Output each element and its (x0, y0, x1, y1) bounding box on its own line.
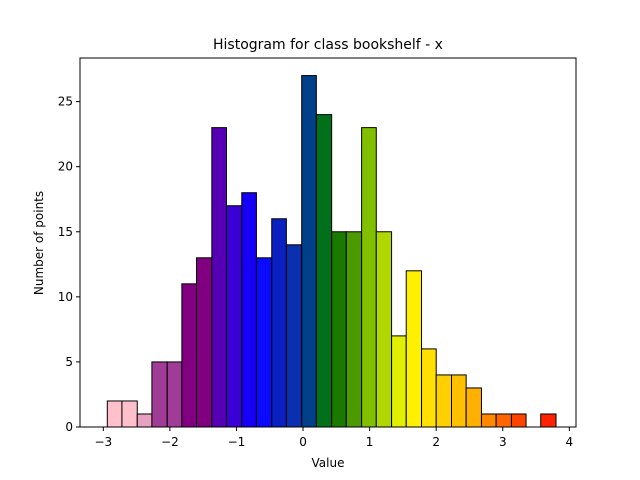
x-tick-label: −2 (161, 435, 179, 449)
histogram-bar-28 (540, 413, 557, 428)
histogram-bar-11 (271, 218, 287, 428)
histogram-bar-20 (405, 270, 423, 428)
histogram-bar-2 (136, 413, 153, 428)
x-tick-label: 2 (432, 435, 440, 449)
y-tick-label: 25 (58, 95, 73, 109)
histogram-bar-14 (315, 114, 333, 428)
histogram-bar-22 (435, 374, 453, 428)
y-axis-label: Number of points (32, 191, 46, 295)
histogram-bar-27 (510, 413, 527, 428)
histogram-bar-1 (121, 400, 138, 428)
histogram-bar-21 (421, 348, 437, 428)
y-tick-label: 15 (58, 225, 73, 239)
histogram-bar-5 (181, 283, 198, 428)
bars-group (106, 75, 557, 428)
histogram-bar-7 (211, 127, 227, 428)
histogram-bar-10 (255, 257, 273, 428)
y-tick-label: 10 (58, 290, 73, 304)
y-ticks-group: 0 5 10 15 20 25 (58, 95, 80, 434)
histogram-bar-18 (375, 231, 393, 428)
histogram-bar-8 (225, 205, 243, 428)
y-tick-label: 5 (65, 355, 73, 369)
x-tick-label: −3 (94, 435, 112, 449)
histogram-bar-9 (241, 192, 257, 428)
histogram-bar-4 (166, 361, 183, 428)
histogram-bar-0 (106, 400, 123, 428)
x-axis-label: Value (312, 456, 345, 470)
x-tick-label: 0 (299, 435, 307, 449)
histogram-bar-6 (196, 257, 213, 428)
histogram-bar-15 (331, 231, 347, 428)
x-tick-label: −1 (228, 435, 246, 449)
histogram-bar-19 (391, 335, 407, 428)
histogram-bar-24 (465, 387, 482, 428)
histogram-bar-26 (495, 413, 512, 428)
histogram-bar-25 (480, 413, 497, 428)
histogram-bar-23 (451, 374, 467, 428)
histogram-bar-13 (301, 75, 317, 428)
y-tick-label: 0 (65, 420, 73, 434)
x-tick-label: 3 (499, 435, 507, 449)
histogram-bar-16 (345, 231, 363, 428)
x-tick-label: 1 (366, 435, 374, 449)
x-tick-label: 4 (566, 435, 574, 449)
y-tick-label: 20 (58, 160, 73, 174)
plot-frame (79, 57, 577, 428)
histogram-bar-17 (361, 127, 377, 428)
chart-title: Histogram for class bookshelf - x (213, 37, 443, 53)
histogram-bar-12 (285, 244, 303, 428)
x-ticks-group: −3 −2 −1 0 1 2 3 4 (94, 427, 573, 449)
histogram-bar-3 (151, 361, 168, 428)
